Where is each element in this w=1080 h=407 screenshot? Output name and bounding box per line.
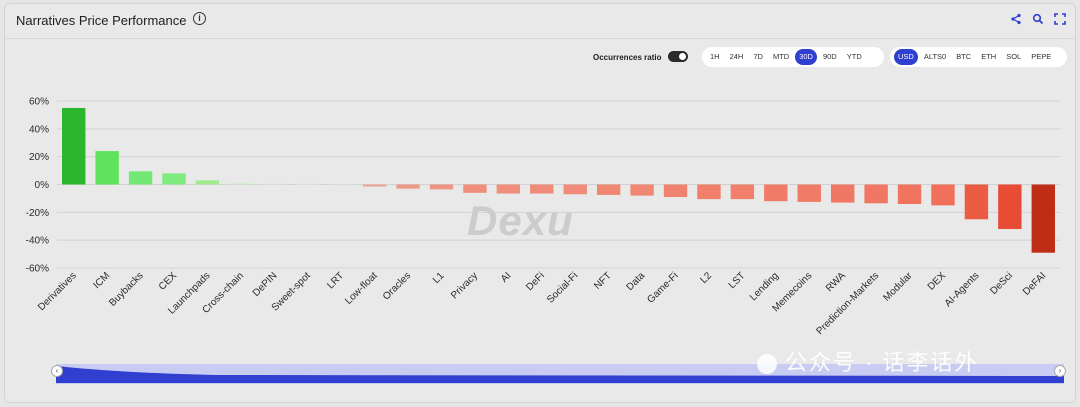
bar [95,151,119,185]
wechat-watermark: 公众号 · 话李话外 [757,345,979,377]
fullscreen-icon[interactable] [1054,13,1066,25]
y-tick-label: -60% [26,264,49,275]
currency-option[interactable]: ETH [981,52,997,61]
chart-card: Narratives Price Performance i Occurrenc… [4,3,1076,403]
slider-right-handle[interactable]: › [1054,365,1066,377]
bar [931,184,955,206]
occurrences-ratio-label: Occurrences ratio [593,53,662,62]
x-tick-label: ICM [92,270,113,291]
bar [964,184,989,220]
timeframe-option[interactable]: 7D [753,52,763,61]
currency-option[interactable]: BTC [956,52,972,61]
occurrences-ratio-toggle[interactable] [668,51,688,62]
bar [830,184,855,203]
timeframe-option[interactable]: YTD [846,52,862,61]
bar [229,183,253,185]
currency-option[interactable]: ALTS0 [923,52,947,61]
x-tick-label: AI [499,270,513,284]
x-tick-label: Data [624,270,647,293]
x-tick-label: Prediction-Markets [815,270,882,337]
x-tick-label: Low-float [343,270,380,307]
card-header: Narratives Price Performance i [5,4,1075,39]
timeframe-option[interactable]: 30D [795,49,817,65]
x-tick-label: DeFAI [1021,270,1048,297]
y-tick-label: 0% [35,180,50,191]
timeframe-option[interactable]: 1H [710,52,720,61]
currency-selector: USD ALTS0 BTC ETH SOL PEPE [890,47,1067,67]
page-title: Narratives Price Performance [16,13,187,28]
bar [998,184,1022,230]
y-tick-label: 40% [29,124,49,135]
y-tick-label: -40% [26,236,49,247]
bar [797,184,821,202]
bar [463,184,487,193]
x-tick-label: LRT [325,270,346,291]
bar [396,184,420,189]
dexu-watermark: Dexu [467,197,574,244]
y-tick-label: -20% [26,208,49,219]
bar [530,184,554,194]
bar [663,184,688,198]
x-tick-label: NFT [592,270,614,292]
x-tick-label: CEX [157,270,180,293]
bar [128,171,153,185]
x-tick-label: Modular [881,270,915,304]
x-tick-label: DePIN [251,270,280,299]
timeframe-option[interactable]: MTD [772,52,790,61]
x-tick-label: Buybacks [107,270,145,308]
info-icon[interactable]: i [193,12,206,25]
bar [329,184,353,186]
x-tick-label: DeFi [524,270,547,293]
y-tick-label: 60% [29,97,49,108]
timeframe-option[interactable]: 24H [729,52,744,61]
bar [362,184,387,187]
y-tick-label: 20% [29,152,49,163]
x-tick-label: L2 [698,270,714,286]
timeframe-selector: 1H 24H 7D MTD 30D 90D YTD [702,47,884,67]
wechat-caption: 公众号 · 话李话外 [785,350,979,375]
bar [195,180,220,185]
x-tick-label: Oracles [381,270,413,302]
share-icon[interactable] [1010,13,1022,25]
x-tick-label: DEX [926,270,949,293]
x-tick-label: AI-Agents [943,270,982,309]
bar [630,184,654,196]
x-tick-label: RWA [824,270,848,294]
toggle-knob [679,53,686,60]
x-tick-label: Derivatives [36,270,79,313]
bar [864,184,888,204]
x-tick-label: Privacy [449,270,480,301]
range-slider[interactable] [56,364,1064,384]
x-tick-label: Lending [748,270,781,303]
bar [296,183,320,185]
bar [563,184,587,195]
bar [496,184,521,194]
x-tick-label: LST [727,270,748,291]
x-tick-label: Game-Fi [645,270,680,305]
wechat-icon [757,354,777,375]
currency-option[interactable]: PEPE [1031,52,1052,61]
bar [697,184,721,200]
bar [162,173,186,185]
bar [764,184,788,202]
x-tick-label: L1 [431,270,447,286]
bar [596,184,621,195]
slider-left-handle[interactable]: ‹ [51,365,63,377]
x-tick-label: Social-Fi [545,270,580,305]
bar [62,107,86,185]
bar [429,184,454,190]
bar-chart: 60% 40% 20% 0% -20% -40% -60%Derivatives ICMBuy… [26,97,1060,337]
currency-option[interactable]: USD [894,49,918,65]
x-tick-label: DeSci [988,270,1015,297]
timeframe-option[interactable]: 90D [822,52,837,61]
bar [1031,184,1055,253]
currency-option[interactable]: SOL [1006,52,1022,61]
bar [730,184,755,200]
zoom-icon[interactable] [1032,13,1044,25]
bar [262,183,287,185]
bar [897,184,922,204]
